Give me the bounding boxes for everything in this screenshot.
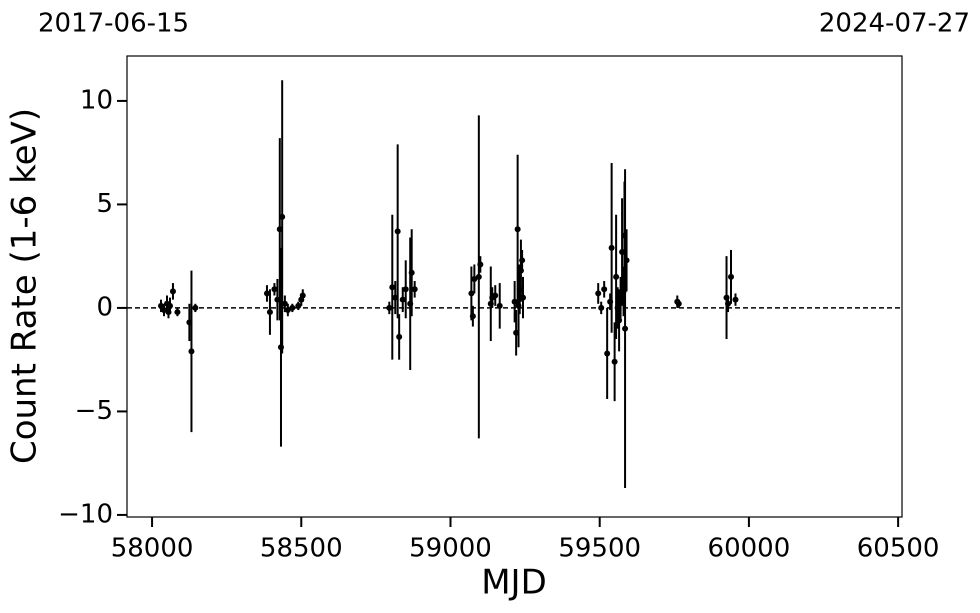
y-tick-label: 5: [96, 189, 113, 219]
data-point: [396, 333, 403, 340]
data-point: [675, 300, 682, 307]
data-point: [174, 309, 181, 316]
data-point: [299, 292, 306, 299]
x-tick-label: 58500: [260, 534, 343, 564]
data-point: [271, 286, 278, 293]
data-point: [611, 358, 618, 365]
x-tick-label: 60000: [708, 534, 791, 564]
data-point: [595, 290, 602, 297]
y-tick-label: 10: [80, 85, 113, 115]
data-point: [281, 300, 288, 307]
data-point: [386, 304, 393, 311]
data-point: [598, 304, 605, 311]
data-point: [516, 286, 523, 293]
data-point: [604, 350, 611, 357]
data-point: [608, 244, 615, 251]
data-point: [263, 290, 270, 297]
end-date-label: 2024-07-27: [819, 9, 970, 39]
data-point: [728, 273, 735, 280]
data-point: [295, 302, 302, 309]
data-point: [616, 317, 623, 324]
data-point: [623, 257, 630, 264]
data-point: [513, 329, 520, 336]
data-point: [492, 292, 499, 299]
data-point: [389, 284, 396, 291]
data-point: [487, 300, 494, 307]
data-point: [392, 294, 399, 301]
start-date-label: 2017-06-15: [38, 9, 189, 39]
data-point: [514, 226, 521, 233]
data-point: [394, 228, 401, 235]
data-point: [274, 296, 281, 303]
data-point: [469, 313, 476, 320]
data-point: [496, 302, 503, 309]
data-point: [407, 300, 414, 307]
data-point: [408, 269, 415, 276]
data-point: [614, 304, 621, 311]
data-point: [192, 304, 199, 311]
data-point: [619, 249, 626, 256]
x-tick-label: 58000: [111, 534, 194, 564]
data-point: [169, 288, 176, 295]
data-point: [725, 300, 732, 307]
data-point: [617, 294, 624, 301]
data-point: [621, 232, 628, 239]
x-tick-label: 59500: [558, 534, 641, 564]
x-tick-label: 59000: [409, 534, 492, 564]
data-point: [284, 306, 291, 313]
data-point: [732, 296, 739, 303]
data-point: [477, 261, 484, 268]
data-point: [475, 273, 482, 280]
plot-frame: [126, 55, 903, 518]
data-point: [188, 348, 195, 355]
data-point: [399, 296, 406, 303]
data-point: [620, 288, 627, 295]
data-point: [411, 286, 418, 293]
data-point: [186, 319, 193, 326]
data-point: [279, 213, 286, 220]
data-point: [607, 298, 614, 305]
data-point: [161, 306, 168, 313]
data-point: [519, 257, 526, 264]
y-tick-label: 0: [96, 292, 113, 322]
data-point: [158, 302, 165, 309]
data-point: [517, 267, 524, 274]
data-point: [402, 286, 409, 293]
data-point: [613, 273, 620, 280]
data-point: [511, 298, 518, 305]
x-tick-label: 60500: [857, 534, 940, 564]
data-point: [276, 226, 283, 233]
y-tick-label: −10: [58, 499, 113, 529]
data-point: [165, 309, 172, 316]
data-point: [266, 309, 273, 316]
data-point: [601, 286, 608, 293]
y-tick-label: −5: [75, 396, 113, 426]
y-axis-label: Count Rate (1-6 keV): [5, 108, 45, 464]
data-point: [166, 302, 173, 309]
data-point: [520, 294, 527, 301]
data-point: [289, 304, 296, 311]
x-axis-label: MJD: [481, 563, 547, 603]
data-point: [622, 325, 629, 332]
data-point: [515, 302, 522, 309]
data-point: [471, 275, 478, 282]
data-point: [277, 344, 284, 351]
data-point: [723, 294, 730, 301]
data-point: [468, 290, 475, 297]
